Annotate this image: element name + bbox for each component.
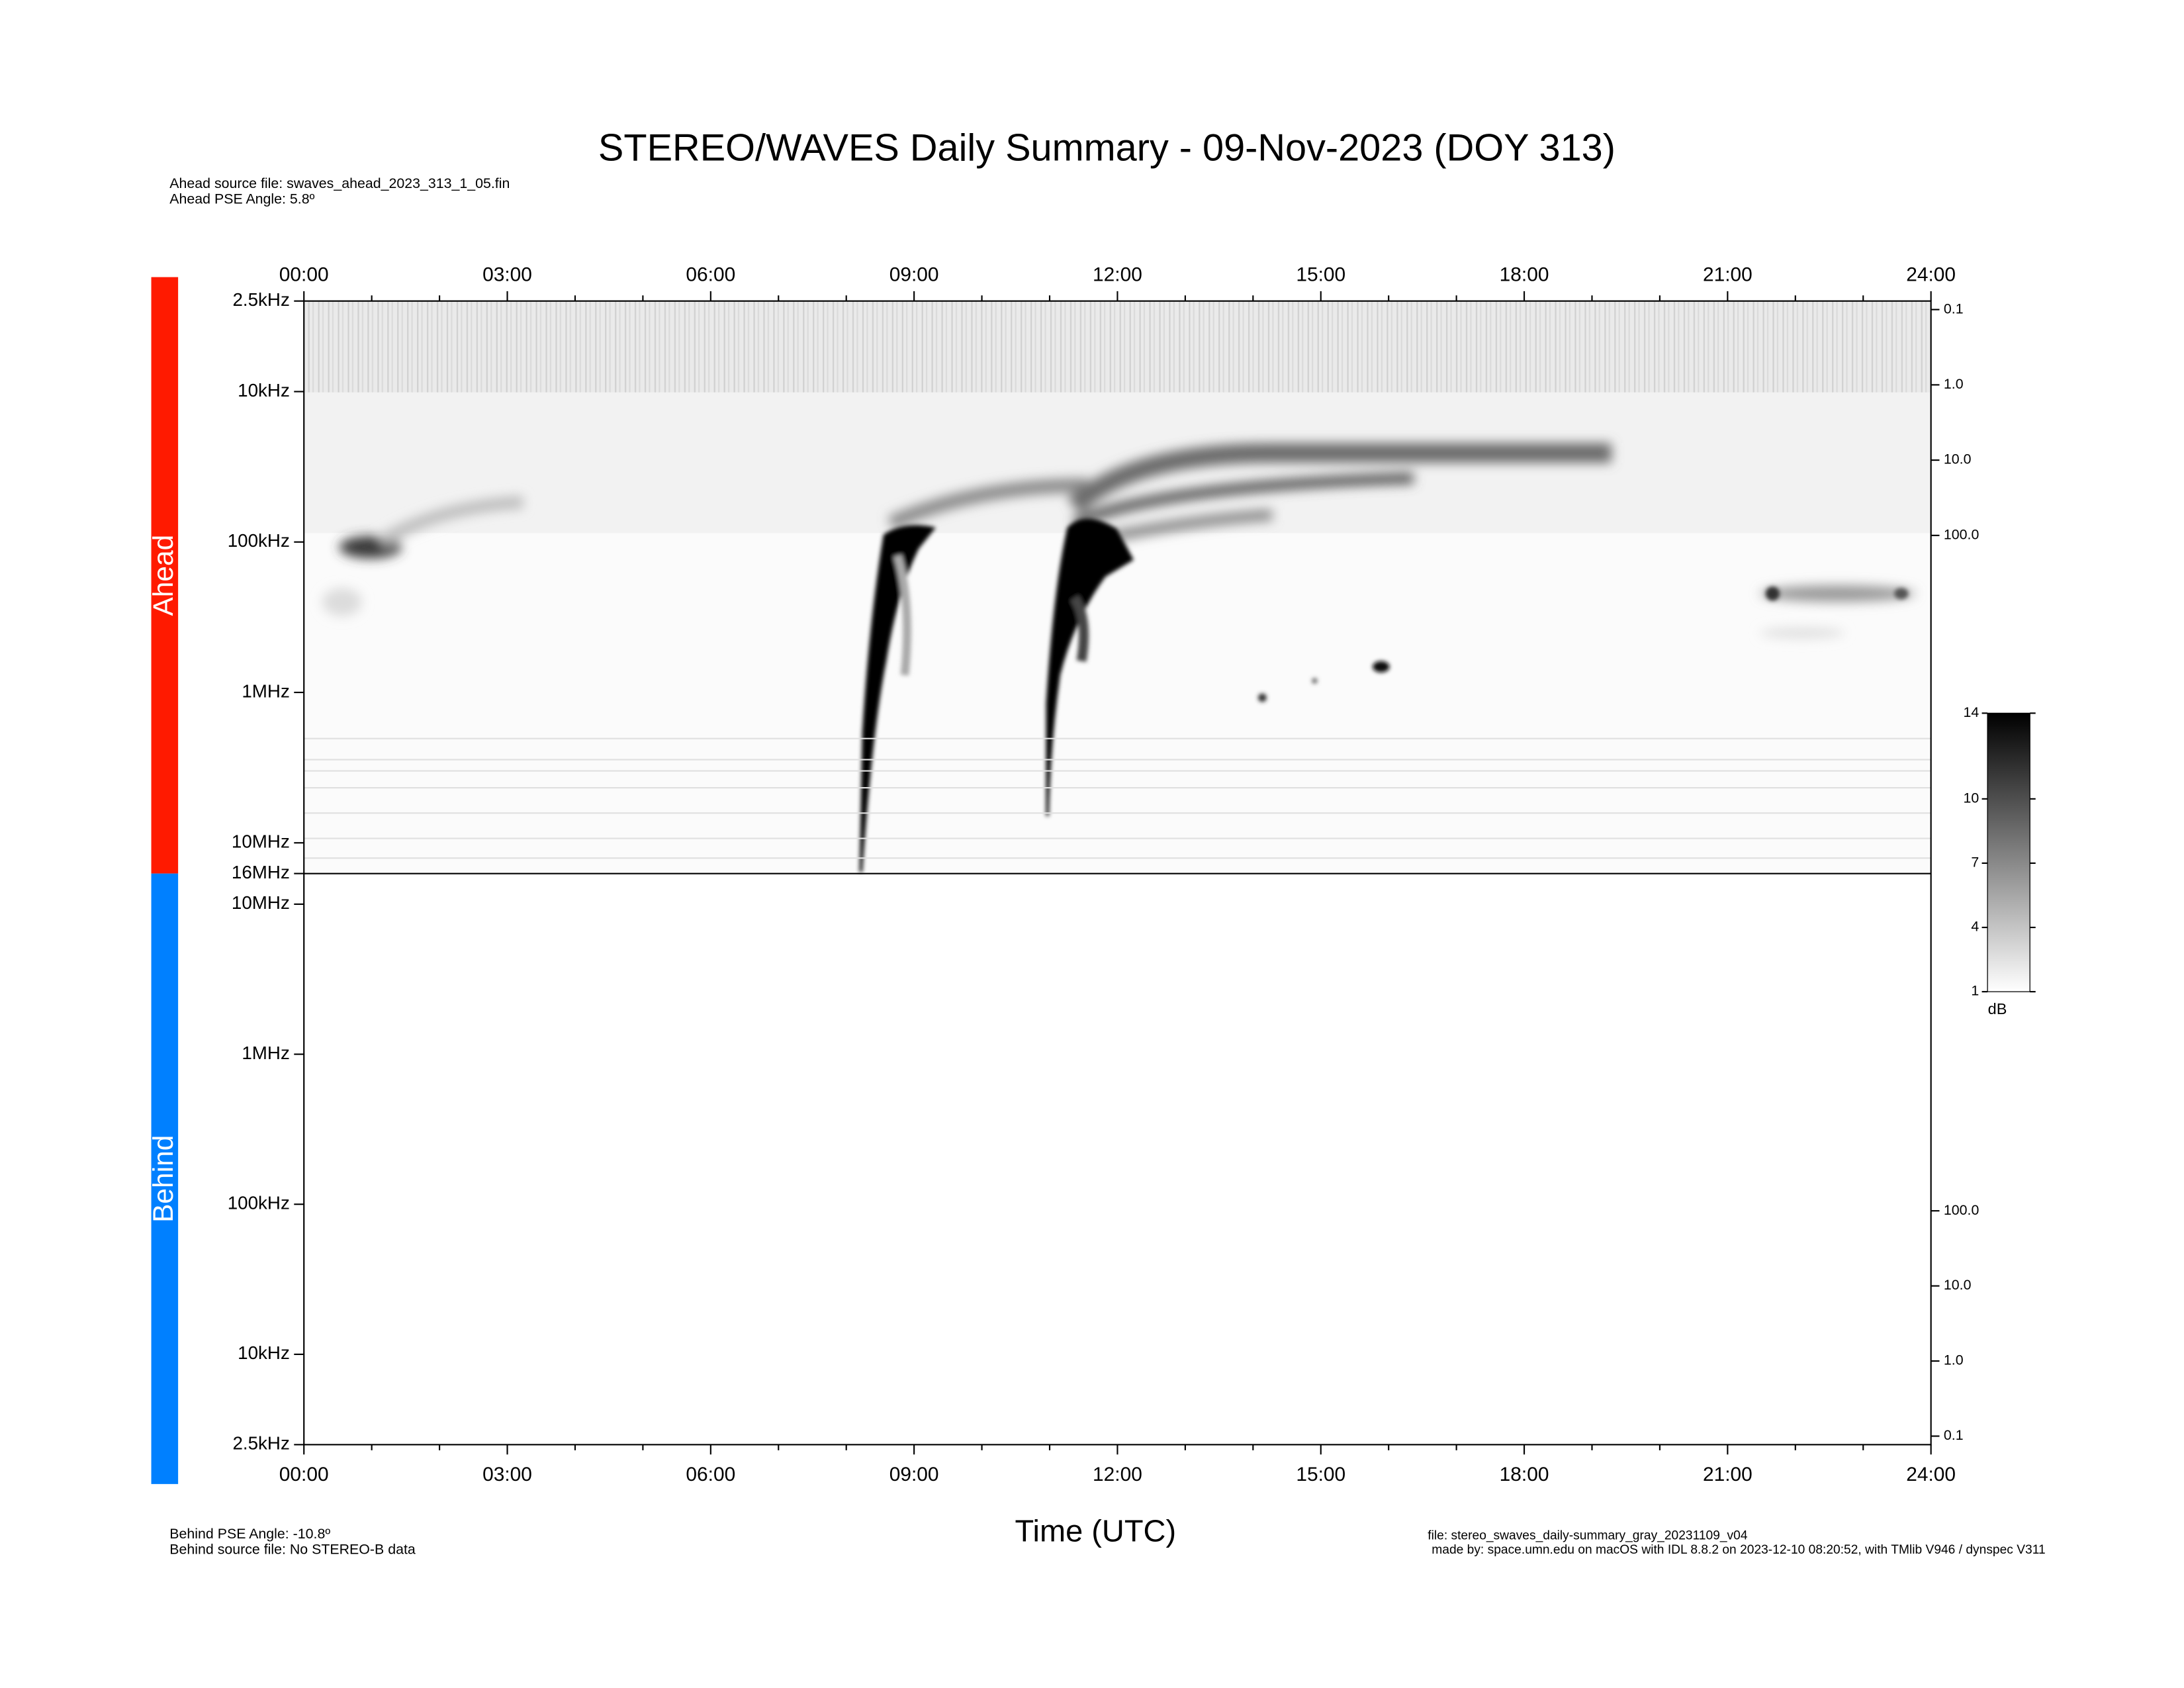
chart-title: STEREO/WAVES Daily Summary - 09-Nov-2023… — [598, 127, 1615, 169]
y-tick-label: 10MHz — [232, 831, 290, 852]
panel-label: Behind — [148, 1135, 179, 1223]
colorbar-tick-label: 10 — [1964, 790, 1979, 806]
panel-strip — [151, 277, 179, 874]
behind-source: Behind source file: No STEREO-B data — [169, 1541, 416, 1557]
y-tick-label: 1MHz — [242, 1043, 289, 1063]
colorbar-tick-label: 1 — [1971, 983, 1979, 999]
x-tick-label: 06:00 — [686, 263, 735, 285]
colorbar-tick-label: 7 — [1971, 855, 1979, 870]
x-tick-label: 18:00 — [1500, 1464, 1549, 1485]
y2-tick-label: 1.0 — [1944, 1352, 1964, 1368]
x-tick-label: 03:00 — [482, 263, 532, 285]
panel-label: Ahead — [148, 535, 179, 616]
y2-tick-label: 0.1 — [1944, 1427, 1964, 1443]
y-tick-label: 1MHz — [242, 680, 289, 701]
y2-tick-label: 0.1 — [1944, 301, 1964, 316]
x-tick-label: 09:00 — [889, 263, 939, 285]
y-tick-label: 2.5kHz — [232, 289, 289, 310]
y-tick-label: 2.5kHz — [232, 1433, 289, 1454]
x-tick-label: 00:00 — [279, 1464, 329, 1485]
x-tick-label: 15:00 — [1296, 263, 1345, 285]
x-tick-label: 15:00 — [1296, 1464, 1345, 1485]
y2-tick-label: 100.0 — [1944, 526, 1979, 542]
x-tick-label: 21:00 — [1703, 263, 1752, 285]
colorbar-label: dB — [1988, 1000, 2007, 1017]
ahead-angle: Ahead PSE Angle: 5.8º — [169, 191, 314, 207]
behind-angle: Behind PSE Angle: -10.8º — [169, 1526, 330, 1542]
x-axis-title: Time (UTC) — [1015, 1514, 1177, 1548]
x-tick-label: 21:00 — [1703, 1464, 1752, 1485]
y-tick-label: 16MHz — [232, 862, 290, 882]
colorbar-tick-label: 4 — [1971, 919, 1979, 935]
x-tick-label: 09:00 — [889, 1464, 939, 1485]
file-name: file: stereo_swaves_daily-summary_gray_2… — [1428, 1529, 1748, 1543]
x-tick-label: 18:00 — [1500, 263, 1549, 285]
x-tick-label: 12:00 — [1093, 1464, 1142, 1485]
ahead-source: Ahead source file: swaves_ahead_2023_313… — [169, 175, 510, 191]
panel-strip — [151, 873, 179, 1484]
spectrogram — [304, 301, 1931, 874]
x-tick-label: 06:00 — [686, 1464, 735, 1485]
y2-tick-label: 10.0 — [1944, 1277, 1972, 1293]
colorbar-tick-label: 14 — [1964, 704, 1979, 720]
x-tick-label: 12:00 — [1093, 263, 1142, 285]
y-tick-label: 10MHz — [232, 892, 290, 913]
y-tick-label: 10kHz — [238, 1342, 290, 1363]
x-tick-label: 24:00 — [1906, 1464, 1956, 1485]
y2-tick-label: 100.0 — [1944, 1202, 1979, 1218]
x-tick-label: 03:00 — [482, 1464, 532, 1485]
y-tick-label: 10kHz — [238, 380, 290, 400]
made-by: made by: space.umn.edu on macOS with IDL… — [1432, 1543, 2045, 1557]
y2-tick-label: 1.0 — [1944, 376, 1964, 392]
y-tick-label: 100kHz — [228, 1193, 290, 1213]
y2-tick-label: 10.0 — [1944, 451, 1972, 467]
colorbar — [1987, 712, 2030, 992]
x-tick-label: 24:00 — [1906, 263, 1956, 285]
x-tick-label: 00:00 — [279, 263, 329, 285]
y-tick-label: 100kHz — [228, 530, 290, 551]
